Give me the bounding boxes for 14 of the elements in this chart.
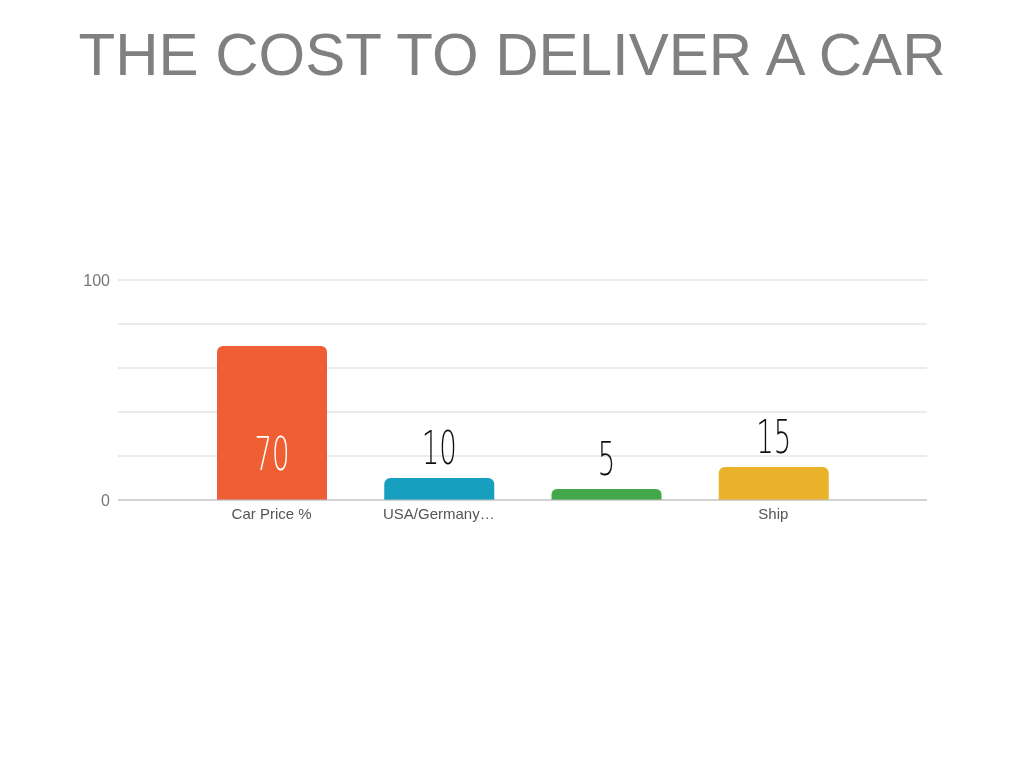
bar <box>718 467 829 500</box>
y-tick-label: 100 <box>83 271 111 289</box>
bar <box>217 346 327 500</box>
x-tick-label: Car Price % <box>231 504 312 522</box>
data-label: 5 <box>597 432 616 486</box>
x-tick-label: Ship <box>758 504 789 522</box>
data-label: 70 <box>254 427 290 481</box>
chart-title: THE COST TO DELIVER A CAR <box>77 20 947 90</box>
x-tick-label: USA/Germany… <box>383 504 495 522</box>
bar <box>384 478 495 500</box>
data-label: 10 <box>421 421 457 475</box>
bar <box>551 489 662 500</box>
data-label: 15 <box>756 410 792 464</box>
y-tick-label: 0 <box>101 491 111 509</box>
